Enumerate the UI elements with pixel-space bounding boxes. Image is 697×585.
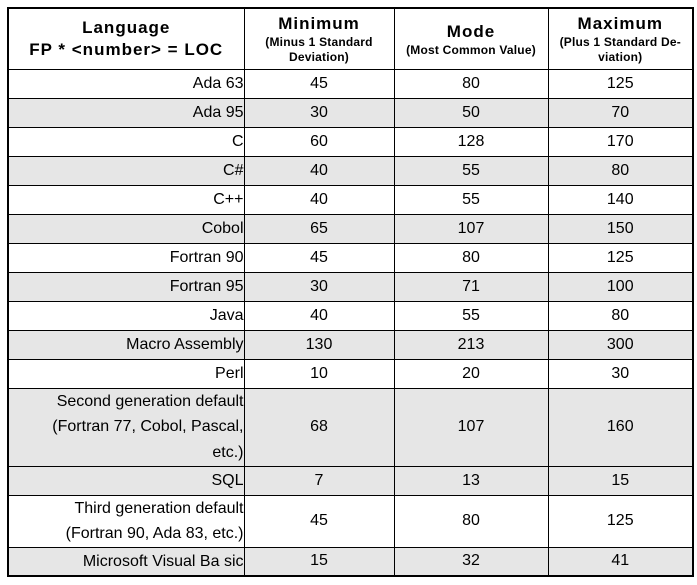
table-row: Second generation default (Fortran 77, C… <box>7 387 694 467</box>
cell-minimum: 10 <box>243 358 395 389</box>
cell-language: Perl <box>7 358 245 389</box>
cell-maximum: 125 <box>547 242 694 273</box>
cell-language: Third generation default (Fortran 90, Ad… <box>7 494 245 548</box>
cell-mode: 55 <box>393 155 549 186</box>
cell-minimum: 40 <box>243 155 395 186</box>
table-row: Cobol 65 107 150 <box>7 213 694 244</box>
maximum-header-subtitle: (Plus 1 Standard De- viation) <box>559 35 681 64</box>
table-row: Third generation default (Fortran 90, Ad… <box>7 494 694 548</box>
cell-mode: 13 <box>393 465 549 496</box>
cell-minimum: 60 <box>243 126 395 157</box>
cell-minimum: 40 <box>243 184 395 215</box>
cell-mode: 50 <box>393 97 549 128</box>
cell-minimum: 30 <box>243 271 395 302</box>
cell-mode: 107 <box>393 213 549 244</box>
fp-loc-conversion-table: Language FP * <number> = LOC Minimum (Mi… <box>7 7 694 578</box>
cell-maximum: 125 <box>547 494 694 548</box>
cell-minimum: 68 <box>243 387 395 467</box>
table-row: Java 40 55 80 <box>7 300 694 331</box>
cell-language: C# <box>7 155 245 186</box>
cell-maximum: 140 <box>547 184 694 215</box>
cell-minimum: 30 <box>243 97 395 128</box>
column-header-language: Language FP * <number> = LOC <box>7 7 245 70</box>
cell-minimum: 40 <box>243 300 395 331</box>
cell-language: Cobol <box>7 213 245 244</box>
cell-mode: 80 <box>393 494 549 548</box>
mode-header-title: Mode <box>446 21 496 41</box>
mode-header-subtitle: (Most Common Value) <box>406 42 536 57</box>
cell-maximum: 150 <box>547 213 694 244</box>
cell-maximum: 170 <box>547 126 694 157</box>
language-header-formula: FP * <number> = LOC <box>29 39 224 59</box>
table-row: C 60 128 170 <box>7 126 694 157</box>
cell-mode: 55 <box>393 184 549 215</box>
cell-mode: 213 <box>393 329 549 360</box>
maximum-header-title: Maximum <box>577 14 663 34</box>
cell-language: SQL <box>7 465 245 496</box>
table-row: Microsoft Visual Ba sic 15 32 41 <box>7 546 694 577</box>
cell-maximum: 15 <box>547 465 694 496</box>
cell-mode: 80 <box>393 242 549 273</box>
cell-minimum: 15 <box>243 546 395 577</box>
cell-mode: 20 <box>393 358 549 389</box>
cell-maximum: 70 <box>547 97 694 128</box>
cell-mode: 32 <box>393 546 549 577</box>
minimum-header-subtitle: (Minus 1 Standard Deviation) <box>265 35 373 64</box>
minimum-header-title: Minimum <box>278 14 360 34</box>
column-header-mode: Mode (Most Common Value) <box>393 7 549 70</box>
column-header-minimum: Minimum (Minus 1 Standard Deviation) <box>243 7 395 70</box>
cell-maximum: 125 <box>547 68 694 99</box>
cell-language: Java <box>7 300 245 331</box>
table-row: Fortran 90 45 80 125 <box>7 242 694 273</box>
cell-minimum: 65 <box>243 213 395 244</box>
cell-maximum: 160 <box>547 387 694 467</box>
cell-language: Fortran 95 <box>7 271 245 302</box>
header-row: Language FP * <number> = LOC Minimum (Mi… <box>7 7 694 70</box>
cell-maximum: 30 <box>547 358 694 389</box>
cell-language: Fortran 90 <box>7 242 245 273</box>
cell-mode: 107 <box>393 387 549 467</box>
cell-minimum: 45 <box>243 242 395 273</box>
cell-language: Ada 63 <box>7 68 245 99</box>
cell-minimum: 7 <box>243 465 395 496</box>
cell-maximum: 80 <box>547 155 694 186</box>
cell-mode: 80 <box>393 68 549 99</box>
cell-maximum: 300 <box>547 329 694 360</box>
cell-language: C++ <box>7 184 245 215</box>
cell-maximum: 41 <box>547 546 694 577</box>
table-row: Ada 95 30 50 70 <box>7 97 694 128</box>
table-row: Perl 10 20 30 <box>7 358 694 389</box>
cell-language: Macro Assembly <box>7 329 245 360</box>
table-row: Macro Assembly 130 213 300 <box>7 329 694 360</box>
cell-language: C <box>7 126 245 157</box>
cell-language: Second generation default (Fortran 77, C… <box>7 387 245 467</box>
table-row: Ada 63 45 80 125 <box>7 68 694 99</box>
cell-minimum: 130 <box>243 329 395 360</box>
cell-minimum: 45 <box>243 68 395 99</box>
cell-minimum: 45 <box>243 494 395 548</box>
table-row: C# 40 55 80 <box>7 155 694 186</box>
table-row: Fortran 95 30 71 100 <box>7 271 694 302</box>
language-header-title: Language <box>82 17 171 37</box>
table-header: Language FP * <number> = LOC Minimum (Mi… <box>7 7 694 70</box>
cell-maximum: 80 <box>547 300 694 331</box>
cell-language: Ada 95 <box>7 97 245 128</box>
table-body: Ada 63 45 80 125 Ada 95 30 50 70 C 60 12… <box>7 68 694 577</box>
cell-mode: 55 <box>393 300 549 331</box>
table-row: SQL 7 13 15 <box>7 465 694 496</box>
column-header-maximum: Maximum (Plus 1 Standard De- viation) <box>547 7 694 70</box>
cell-mode: 128 <box>393 126 549 157</box>
cell-language: Microsoft Visual Ba sic <box>7 546 245 577</box>
cell-mode: 71 <box>393 271 549 302</box>
table-row: C++ 40 55 140 <box>7 184 694 215</box>
cell-maximum: 100 <box>547 271 694 302</box>
